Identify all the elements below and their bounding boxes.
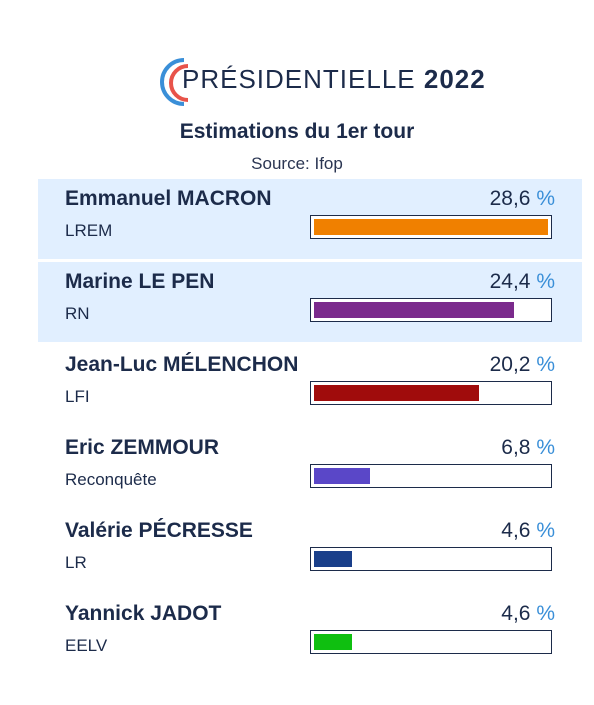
candidate-percentage: 24,4 % [490,270,555,294]
candidate-percentage: 20,2 % [490,353,555,377]
candidate-party: RN [65,304,90,323]
percentage-value: 20,2 [489,353,531,376]
candidate-party: LFI [65,387,90,406]
bar-frame [310,630,552,654]
bar-frame [310,215,552,239]
chart-subtitle: Estimations du 1er tour [179,120,415,143]
candidate-percentage: 28,6 % [490,187,555,211]
candidate-percentage: 4,6 % [501,519,555,543]
logo-title: PRÉSIDENTIELLE 2022 [182,64,486,95]
percentage-unit: % [536,353,555,376]
bar-frame [310,298,552,322]
percentage-value: 6,8 [501,436,531,459]
candidate-name: Emmanuel MACRON [65,187,272,210]
percentage-value: 24,4 [489,270,531,293]
candidate-row: Jean-Luc MÉLENCHON LFI 20,2 % [38,345,582,425]
logo-title-year: 2022 [423,64,486,94]
logo-title-main: PRÉSIDENTIELLE [182,64,416,94]
bar-frame [310,547,552,571]
percentage-value: 28,6 [489,187,531,210]
bar-fill [314,385,479,401]
bar-fill [314,468,370,484]
bar-frame [310,464,552,488]
candidate-row: Eric ZEMMOUR Reconquête 6,8 % [38,428,582,508]
percentage-value: 4,6 [501,602,531,625]
candidate-name: Valérie PÉCRESSE [65,519,253,542]
percentage-unit: % [536,436,555,459]
candidate-party: Reconquête [65,470,157,489]
candidate-row: Marine LE PEN RN 24,4 % [38,262,582,342]
candidate-name: Yannick JADOT [65,602,222,625]
candidate-party: EELV [65,636,108,655]
candidate-name: Eric ZEMMOUR [65,436,220,459]
candidate-name: Jean-Luc MÉLENCHON [65,353,299,376]
candidate-row: Valérie PÉCRESSE LR 4,6 % [38,511,582,591]
candidate-list: Emmanuel MACRON LREM 28,6 % Marine LE PEN RN… [38,179,582,677]
bar-fill [314,219,548,235]
candidate-name: Marine LE PEN [65,270,215,293]
candidate-party: LR [65,553,87,572]
candidate-row: Emmanuel MACRON LREM 28,6 % [38,179,582,259]
bar-frame [310,381,552,405]
percentage-value: 4,6 [501,519,531,542]
bar-fill [314,551,352,567]
percentage-unit: % [536,519,555,542]
candidate-percentage: 4,6 % [501,602,555,626]
percentage-unit: % [536,602,555,625]
candidate-party: LREM [65,221,113,240]
logo-arc-icon [160,58,189,106]
chart-source: Source: Ifop [251,154,343,173]
bar-fill [314,634,352,650]
candidate-percentage: 6,8 % [501,436,555,460]
percentage-unit: % [536,187,555,210]
percentage-unit: % [536,270,555,293]
candidate-row: Yannick JADOT EELV 4,6 % [38,594,582,674]
logo: PRÉSIDENTIELLE 2022 [0,52,594,112]
bar-fill [314,302,514,318]
